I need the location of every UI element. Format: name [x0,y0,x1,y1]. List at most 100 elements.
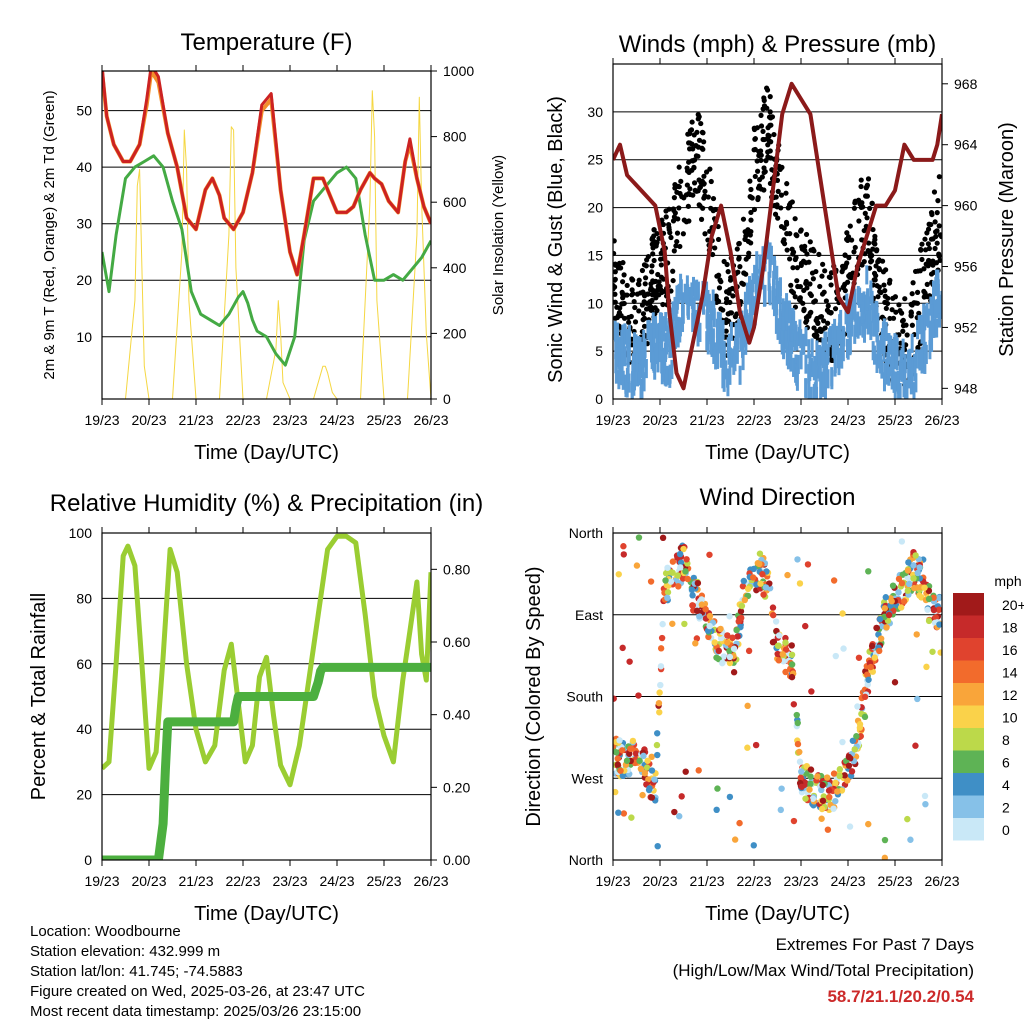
x-axis-title: Time (Day/UTC) [194,903,339,925]
gust-point [865,176,872,182]
x-tick-label: 22/23 [736,873,771,889]
direction-point [693,635,701,642]
y-right-tick-label: 960 [954,198,978,214]
direction-point [759,571,766,578]
x-tick-label: 26/23 [924,412,959,428]
gust-point [936,223,942,229]
direction-point [907,836,914,843]
direction-point [790,701,798,708]
gust-point [696,137,703,143]
y-right-tick-label: 0.60 [443,634,470,650]
direction-point [929,648,936,655]
direction-point [664,564,671,571]
direction-point [803,762,810,770]
gust-point [899,318,906,324]
direction-point [615,571,622,578]
gust-point [794,278,800,284]
direction-point [692,640,699,647]
gust-point [621,272,627,278]
direction-point [645,786,653,794]
gust-point [621,300,627,307]
direction-point [802,795,809,802]
legend-label: 12 [1002,687,1018,703]
gust-point [628,313,634,320]
direction-point [876,616,884,623]
gust-point [925,263,931,269]
gust-point [819,273,825,279]
plot-area [613,81,942,399]
gust-point [641,315,648,321]
elevation-text: Station elevation: 432.999 m [30,943,221,960]
gust-point [849,237,855,243]
gust-point [873,248,880,254]
gust-point [674,230,681,236]
gust-point [912,268,919,275]
y-tick-label: East [575,607,603,623]
y-right-tick-label: 948 [954,380,978,396]
gust-point [867,205,873,212]
gust-point [780,239,786,245]
direction-point [775,657,783,664]
direction-point [856,721,864,728]
legend-label: 10 [1002,710,1018,726]
legend-swatch [953,683,984,706]
direction-point [818,805,826,813]
x-tick-label: 20/23 [642,412,677,428]
direction-point [891,679,899,686]
y-tick-label: 0 [84,852,92,868]
direction-point [830,805,837,812]
gust-point [665,221,672,228]
gust-point [751,147,757,153]
gust-point [928,271,935,277]
gust-point [792,256,798,263]
direction-point [794,740,802,748]
gust-point [634,291,641,297]
direction-point [916,592,923,599]
x-tick-label: 26/23 [413,412,448,428]
gust-point [921,288,927,294]
direction-point [814,773,821,780]
gust-point [807,281,813,287]
gust-point [695,144,701,150]
y-axis-title: Percent & Total Rainfall [28,593,50,801]
direction-point [888,598,895,605]
plot-area [102,71,431,399]
gust-point [613,284,618,290]
y-tick-label: 30 [76,216,92,232]
gust-point [899,310,905,316]
gust-point [670,206,677,212]
gust-point [820,261,826,267]
x-tick-label: 24/23 [830,873,865,889]
direction-point [808,688,815,695]
gust-point [640,311,647,317]
plot-frame [101,70,432,400]
gust-point [639,267,646,274]
extremes-values: 58.7/21.1/20.2/0.54 [827,987,974,1006]
direction-point [788,673,796,681]
gust-point [801,287,807,294]
direction-point [910,562,917,569]
direction-point [662,577,669,584]
gust-point [896,302,902,308]
gust-point [882,287,888,294]
gust-point [613,291,618,297]
direction-point [861,713,869,721]
direction-point [921,584,928,591]
gust-point [613,238,617,244]
gust-point [631,298,637,305]
direction-point [680,545,687,553]
legend-label: 0 [1002,822,1010,838]
gust-point [810,276,816,282]
direction-point [882,594,889,601]
series-solar-insolation [102,90,431,399]
gust-point [761,165,767,171]
gust-point [826,274,832,280]
gust-point [710,251,716,258]
gust-point [804,251,810,257]
direction-point [664,589,672,596]
gust-point [613,299,616,305]
gust-point [734,246,740,252]
gust-point [798,262,804,269]
gust-point [670,268,676,274]
gust-point [655,271,661,278]
